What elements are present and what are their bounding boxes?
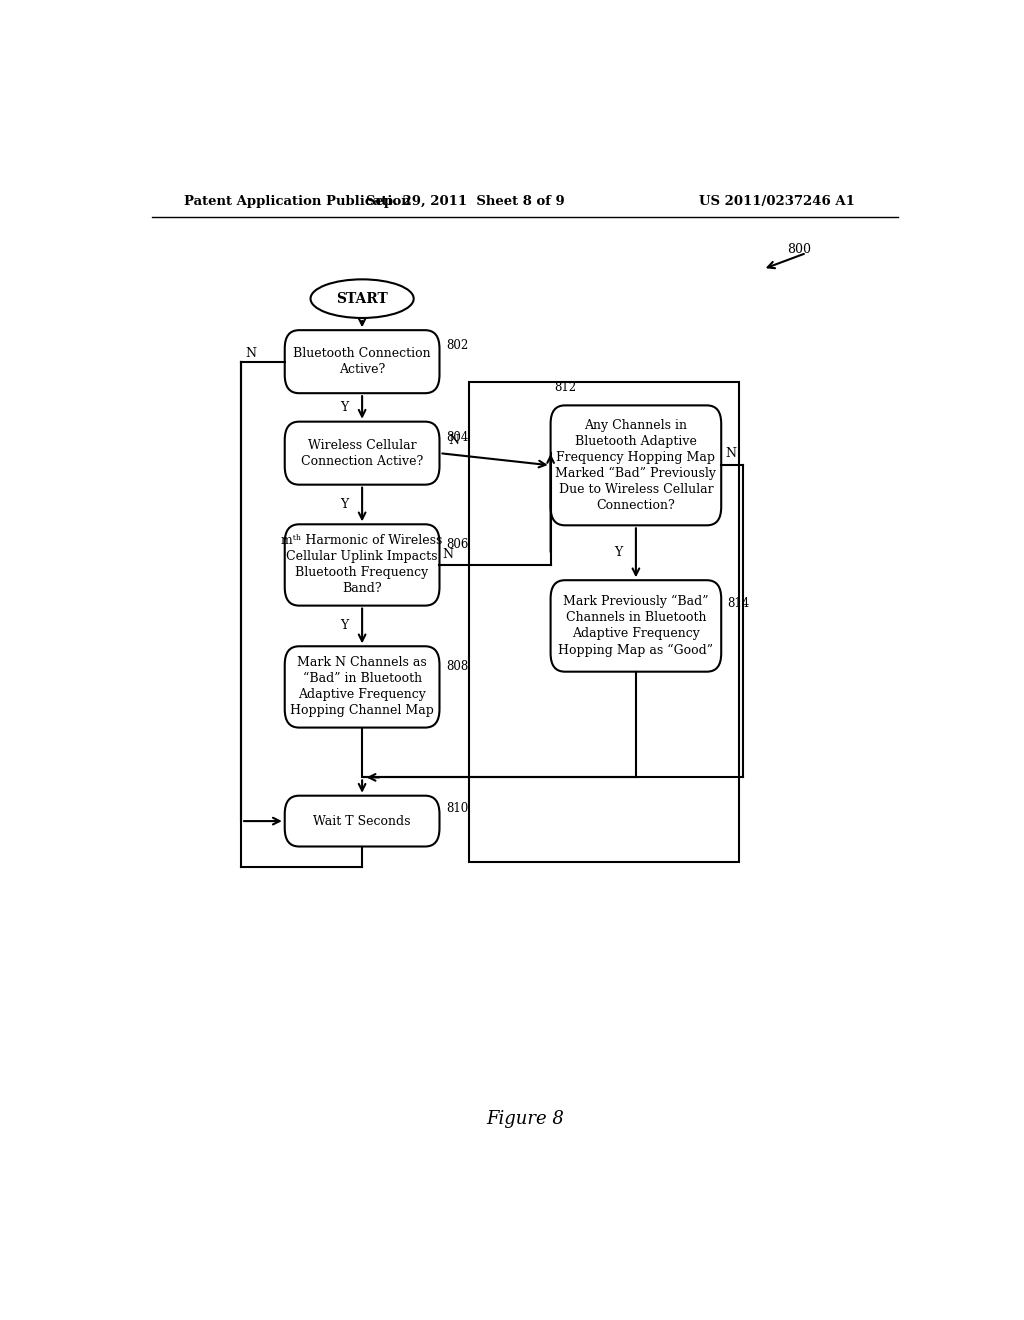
- Text: 810: 810: [445, 801, 468, 814]
- Text: Y: Y: [341, 401, 349, 414]
- FancyBboxPatch shape: [285, 524, 439, 606]
- FancyBboxPatch shape: [551, 581, 721, 672]
- Text: 812: 812: [555, 380, 577, 393]
- Text: START: START: [336, 292, 388, 306]
- Text: Y: Y: [614, 546, 623, 560]
- Bar: [469, 381, 739, 862]
- Text: Y: Y: [341, 619, 349, 632]
- Text: 808: 808: [445, 660, 468, 673]
- Text: 806: 806: [445, 539, 468, 552]
- Text: Wait T Seconds: Wait T Seconds: [313, 814, 411, 828]
- FancyBboxPatch shape: [285, 330, 439, 393]
- Text: 814: 814: [728, 597, 750, 610]
- Text: N: N: [449, 434, 460, 447]
- Text: Any Channels in
Bluetooth Adaptive
Frequency Hopping Map
Marked “Bad” Previously: Any Channels in Bluetooth Adaptive Frequ…: [555, 418, 717, 512]
- Text: mᵗʰ Harmonic of Wireless
Cellular Uplink Impacts
Bluetooth Frequency
Band?: mᵗʰ Harmonic of Wireless Cellular Uplink…: [282, 535, 442, 595]
- Text: Wireless Cellular
Connection Active?: Wireless Cellular Connection Active?: [301, 438, 423, 467]
- FancyBboxPatch shape: [551, 405, 721, 525]
- Text: 804: 804: [445, 430, 468, 444]
- Text: Figure 8: Figure 8: [485, 1110, 564, 1127]
- Text: Sep. 29, 2011  Sheet 8 of 9: Sep. 29, 2011 Sheet 8 of 9: [366, 194, 564, 207]
- Text: Patent Application Publication: Patent Application Publication: [183, 194, 411, 207]
- Text: Mark N Channels as
“Bad” in Bluetooth
Adaptive Frequency
Hopping Channel Map: Mark N Channels as “Bad” in Bluetooth Ad…: [290, 656, 434, 718]
- FancyBboxPatch shape: [285, 421, 439, 484]
- FancyBboxPatch shape: [285, 796, 439, 846]
- Text: US 2011/0237246 A1: US 2011/0237246 A1: [699, 194, 855, 207]
- Text: N: N: [442, 548, 453, 561]
- Ellipse shape: [310, 280, 414, 318]
- Text: N: N: [245, 347, 256, 360]
- Text: Bluetooth Connection
Active?: Bluetooth Connection Active?: [293, 347, 431, 376]
- Text: 800: 800: [786, 243, 811, 256]
- Text: 802: 802: [445, 339, 468, 352]
- FancyBboxPatch shape: [285, 647, 439, 727]
- Text: Mark Previously “Bad”
Channels in Bluetooth
Adaptive Frequency
Hopping Map as “G: Mark Previously “Bad” Channels in Blueto…: [558, 595, 714, 657]
- Text: N: N: [725, 446, 736, 459]
- Text: Y: Y: [341, 498, 349, 511]
